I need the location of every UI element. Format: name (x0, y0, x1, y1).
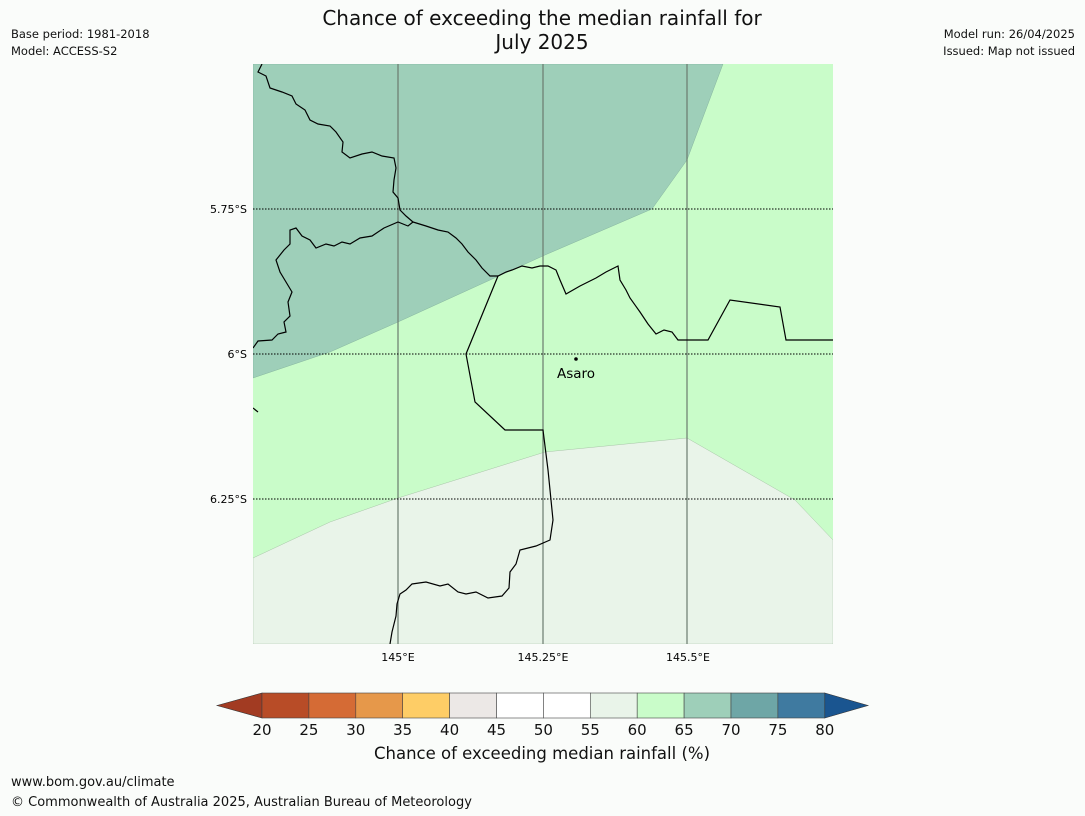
colorbar-extend-low (215, 692, 263, 719)
title-line-2: July 2025 (495, 30, 589, 54)
colorbar: 20 25 30 35 40 45 50 55 60 65 70 75 80 (215, 692, 870, 739)
colorbar-segment (308, 692, 357, 719)
colorbar-segment (261, 692, 310, 719)
town-marker (574, 357, 578, 361)
meta-right: Model run: 26/04/2025 Issued: Map not is… (943, 26, 1075, 60)
colorbar-tick-label: 25 (299, 721, 318, 739)
colorbar-tick-label: 20 (252, 721, 271, 739)
issued-status: Issued: Map not issued (943, 44, 1075, 58)
rainfall-map: Asaro 5.75°S 6°S 6.25°S 145°E 145.25°E 1… (210, 64, 870, 739)
footer-copyright: © Commonwealth of Australia 2025, Austra… (11, 795, 472, 810)
map-title: Chance of exceeding the median rainfall … (242, 6, 842, 54)
colorbar-tick-label: 80 (815, 721, 834, 739)
model-run: Model run: 26/04/2025 (943, 27, 1075, 41)
base-period: Base period: 1981-2018 (11, 27, 150, 41)
colorbar-tick-label: 60 (628, 721, 647, 739)
colorbar-tick-label: 35 (393, 721, 412, 739)
title-line-1: Chance of exceeding the median rainfall … (322, 6, 762, 30)
colorbar-segment (730, 692, 779, 719)
lat-label: 6.25°S (210, 493, 247, 506)
colorbar-segment (449, 692, 497, 719)
colorbar-extend-high (824, 692, 870, 719)
colorbar-segment (355, 692, 403, 719)
band-65-70 (253, 64, 724, 379)
lat-label: 5.75°S (210, 203, 247, 216)
map-area: Asaro (253, 64, 833, 644)
colorbar-segment (496, 692, 544, 719)
province-borders (253, 64, 833, 644)
colorbar-tick-label: 70 (721, 721, 740, 739)
lon-label: 145°E (381, 651, 414, 664)
meta-left: Base period: 1981-2018 Model: ACCESS-S2 (11, 26, 150, 60)
town-label: Asaro (557, 366, 595, 382)
lon-label: 145.25°E (518, 651, 569, 664)
colorbar-segment (543, 692, 591, 719)
colorbar-tick-label: 50 (534, 721, 553, 739)
colorbar-segment (777, 692, 826, 719)
colorbar-tick-label: 40 (440, 721, 459, 739)
lon-label: 145.5°E (666, 651, 710, 664)
colorbar-tick-label: 45 (487, 721, 506, 739)
colorbar-segment (402, 692, 450, 719)
colorbar-label: Chance of exceeding median rainfall (%) (373, 744, 711, 763)
colorbar-tick-label: 30 (346, 721, 365, 739)
colorbar-tick-label: 55 (581, 721, 600, 739)
model-name: Model: ACCESS-S2 (11, 44, 118, 58)
colorbar-segment (683, 692, 732, 719)
colorbar-tick-label: 65 (675, 721, 694, 739)
colorbar-tick-label: 75 (768, 721, 787, 739)
colorbar-segment (589, 692, 638, 719)
colorbar-segment (636, 692, 685, 719)
footer-url: www.bom.gov.au/climate (11, 775, 175, 790)
lat-label: 6°S (228, 348, 247, 361)
